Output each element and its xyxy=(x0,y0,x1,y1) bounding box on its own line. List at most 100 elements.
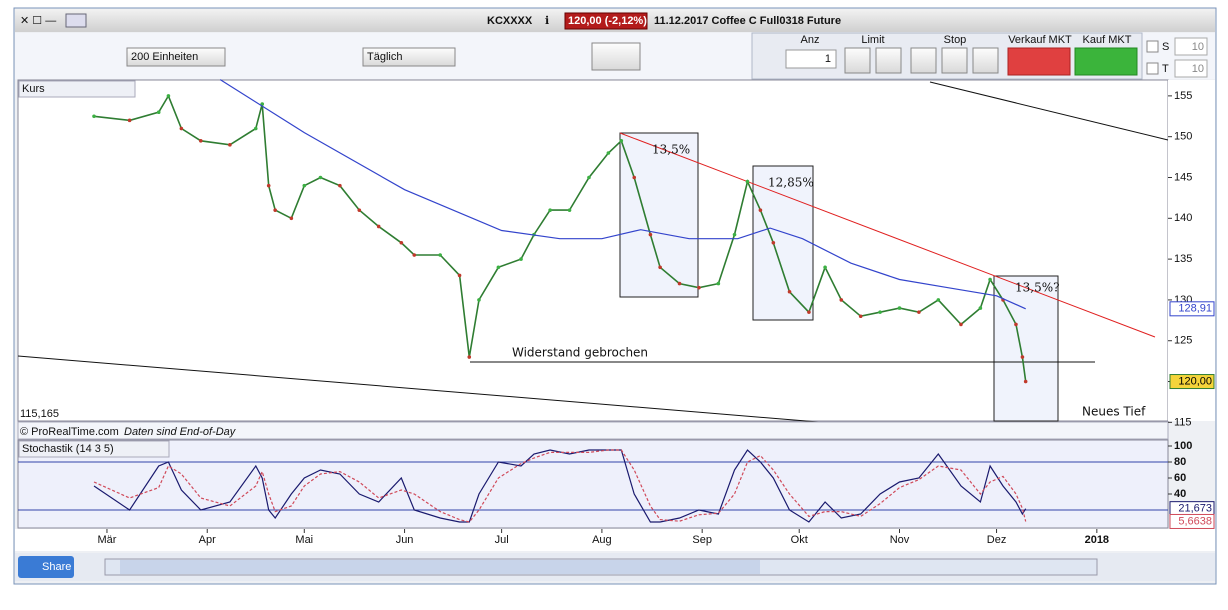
last-value-label: 21,673 xyxy=(1178,503,1212,515)
close-point xyxy=(787,289,792,294)
close-point xyxy=(273,208,277,212)
last-value-tag xyxy=(1169,513,1215,529)
t-checkbox[interactable] xyxy=(1146,62,1159,75)
s-checkbox[interactable] xyxy=(1146,40,1159,53)
close-point xyxy=(438,253,442,257)
share: Share xyxy=(42,561,71,573)
close-point xyxy=(807,310,811,314)
x-tick-label: Mai xyxy=(295,534,313,546)
quote-box xyxy=(564,12,648,30)
close-point xyxy=(289,216,294,221)
close-point xyxy=(897,306,902,310)
y-tick-label: 80 xyxy=(1174,456,1186,468)
annotation-box xyxy=(619,132,699,298)
scroll-thumb[interactable] xyxy=(120,560,760,574)
close-point xyxy=(457,273,462,278)
annotation: 13,5%? xyxy=(1015,281,1060,295)
stop-2[interactable] xyxy=(941,47,968,74)
stop-label: Stop xyxy=(944,34,967,46)
limit-label: Limit xyxy=(861,34,884,46)
buy-button[interactable] xyxy=(1074,47,1138,76)
close-point xyxy=(318,175,323,180)
buy-label: Kauf MKT xyxy=(1083,34,1132,46)
y-tick-label: 150 xyxy=(1174,131,1192,143)
keyboard-icon[interactable] xyxy=(65,13,87,28)
close-point xyxy=(412,253,417,257)
close-point xyxy=(619,138,624,143)
close-point xyxy=(266,183,271,188)
close-point xyxy=(978,306,983,310)
stop-3[interactable] xyxy=(972,47,999,74)
ticker[interactable]: KCXXXX xyxy=(487,15,533,27)
y-tick-label: 145 xyxy=(1174,171,1192,183)
s-input[interactable] xyxy=(1174,37,1208,56)
close-point xyxy=(878,310,882,314)
price-title: Kurs xyxy=(22,83,45,95)
price-axis xyxy=(1168,80,1215,421)
chart-type-button[interactable] xyxy=(591,42,641,71)
close-point xyxy=(697,285,701,290)
close-point xyxy=(1023,379,1028,384)
share-button[interactable] xyxy=(18,556,74,578)
limit-buy[interactable] xyxy=(844,47,871,74)
t-label: T xyxy=(1162,63,1169,75)
close-point xyxy=(587,175,591,180)
close-point xyxy=(127,118,132,123)
x-tick-label: Dez xyxy=(987,534,1007,546)
close-point xyxy=(839,298,844,302)
limit-sell[interactable] xyxy=(875,47,902,74)
x-tick-label: 2018 xyxy=(1085,534,1109,546)
sell-button[interactable] xyxy=(1007,47,1071,76)
period-select[interactable] xyxy=(362,47,456,67)
close-point xyxy=(771,240,776,245)
y-tick-label: 125 xyxy=(1174,335,1192,347)
close-point xyxy=(399,240,404,245)
info-icon[interactable]: ℹ xyxy=(545,15,549,27)
annotation: 12,85% xyxy=(768,176,814,190)
close-point xyxy=(917,310,921,314)
y-tick-label: 40 xyxy=(1174,488,1186,500)
series-line xyxy=(93,449,1027,523)
last-value-label: 5,6638 xyxy=(1178,515,1212,527)
close-point xyxy=(732,232,737,237)
close-point xyxy=(959,322,963,327)
close-point xyxy=(92,114,96,119)
x-tick-label: Jul xyxy=(495,534,509,546)
close-point xyxy=(745,179,750,184)
x-tick-label: Nov xyxy=(890,534,910,546)
range-low: 115,165 xyxy=(20,408,59,420)
y-tick-label: 140 xyxy=(1174,212,1192,224)
stop-1[interactable] xyxy=(910,47,937,74)
qty-input[interactable] xyxy=(785,49,837,69)
t-value: 10 xyxy=(1192,63,1204,75)
close-point xyxy=(858,314,863,319)
t-input[interactable] xyxy=(1174,59,1208,78)
x-tick-label: Sep xyxy=(692,534,712,546)
close-point xyxy=(338,183,342,188)
copyright-bar xyxy=(17,421,1169,440)
price-header xyxy=(18,80,136,98)
x-tick-label: Apr xyxy=(199,534,216,546)
close-icon[interactable]: ✕ ☐ — xyxy=(20,15,56,27)
annotation: Neues Tief xyxy=(1082,405,1146,419)
close-point xyxy=(156,110,161,114)
close-point xyxy=(477,298,481,302)
series-line xyxy=(93,449,1027,523)
close-point xyxy=(376,224,381,229)
y-tick-label: 135 xyxy=(1174,253,1192,265)
close-point xyxy=(357,208,362,212)
x-tick-label: Okt xyxy=(791,534,808,546)
close-point xyxy=(936,298,941,302)
close-point xyxy=(632,175,637,180)
close-point xyxy=(496,265,501,270)
close-point xyxy=(716,281,721,286)
close-point xyxy=(567,208,572,212)
plots: 115120125130135140145150155120,00128,914… xyxy=(18,79,1215,546)
copyright: © ProRealTime.com xyxy=(20,426,119,438)
last-value-tag xyxy=(1169,374,1215,390)
close-point xyxy=(988,277,992,282)
units-select[interactable] xyxy=(126,47,226,67)
close-point xyxy=(658,265,662,270)
